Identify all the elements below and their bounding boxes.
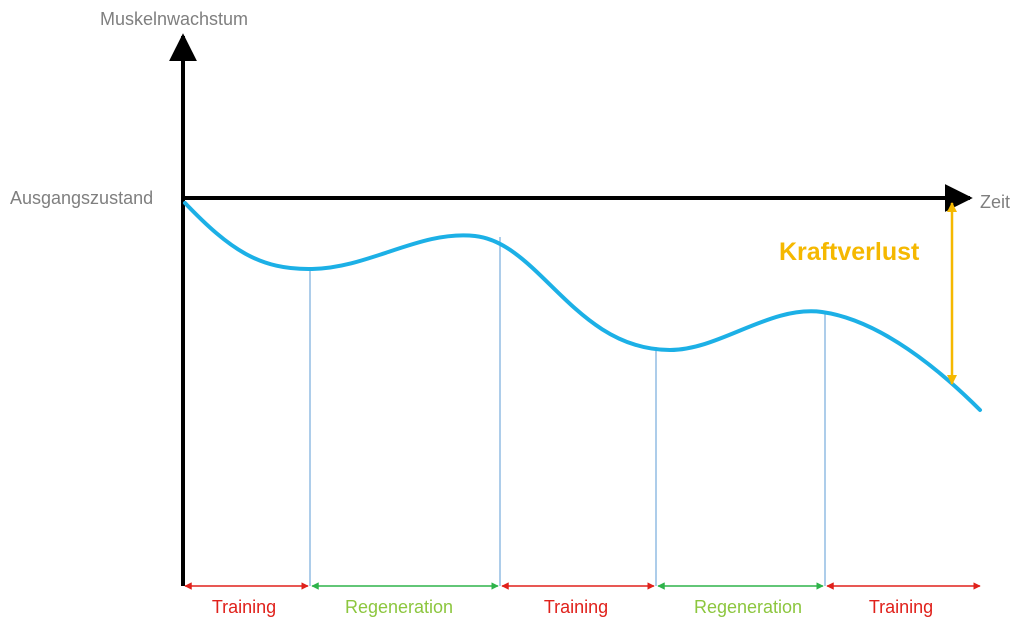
y-axis-label: Muskelnwachstum [100, 9, 248, 29]
phase-dividers [309, 237, 826, 586]
phase-label-3: Training [544, 597, 608, 617]
phase-label-1: Training [212, 597, 276, 617]
muscle-curve [183, 201, 982, 412]
loss-label: Kraftverlust [779, 238, 920, 266]
x-axis-label: Zeit [980, 192, 1010, 212]
phase-labels: Training Regeneration Training Regenerat… [212, 597, 933, 617]
phase-label-5: Training [869, 597, 933, 617]
phase-label-4: Regeneration [694, 597, 802, 617]
phase-label-2: Regeneration [345, 597, 453, 617]
baseline-label: Ausgangszustand [10, 188, 153, 208]
